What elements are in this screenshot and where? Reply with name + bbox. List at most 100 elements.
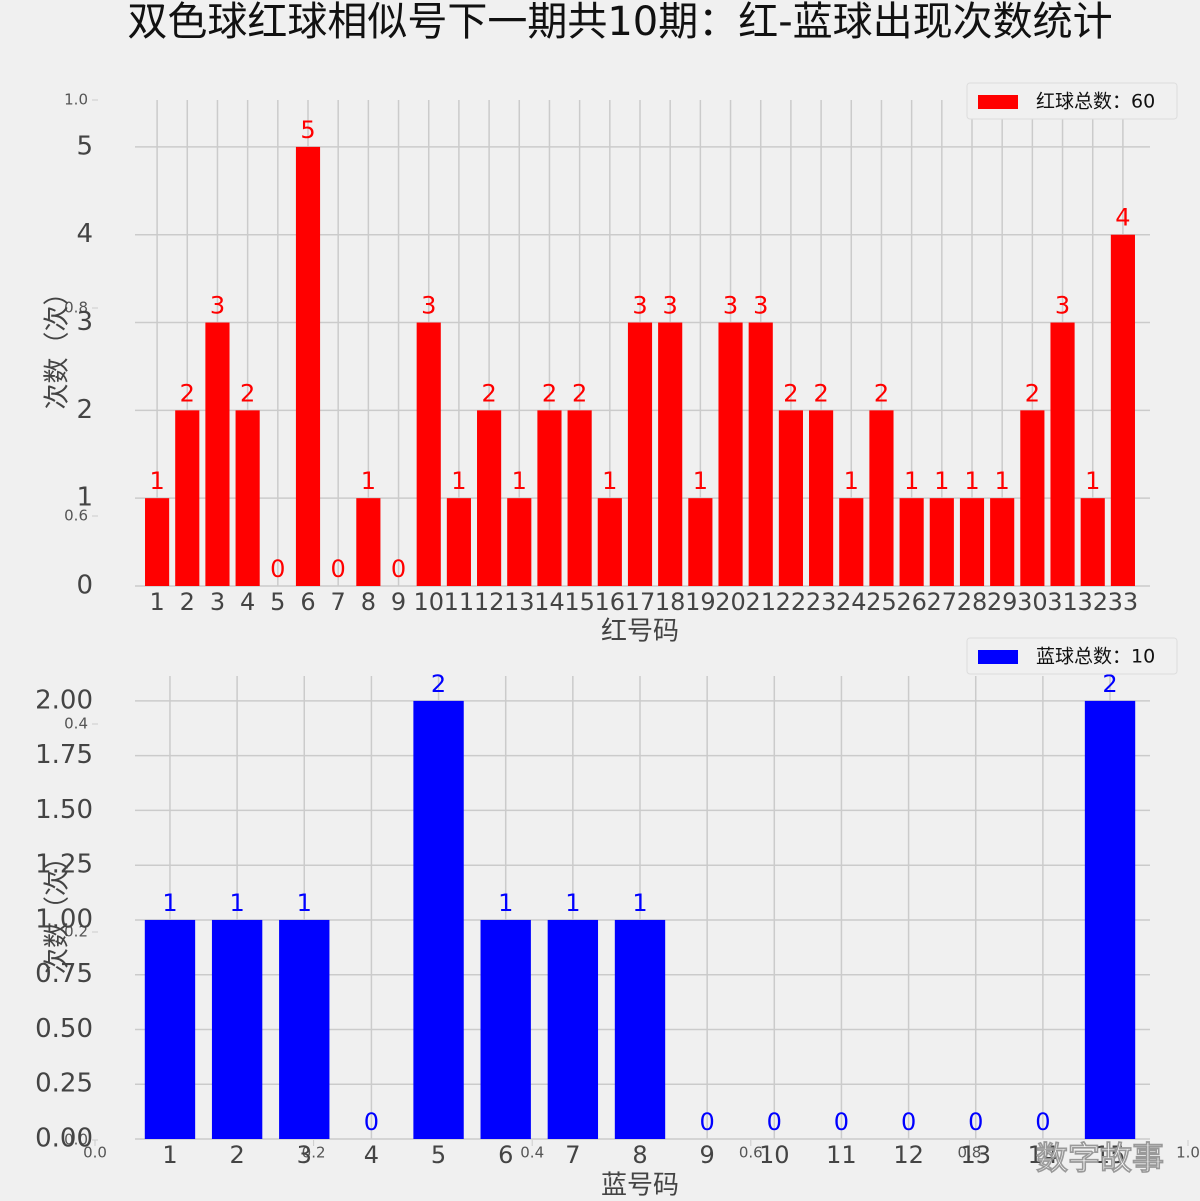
bg-x-tick-label: 0.6 [739, 1144, 763, 1162]
y-tick-label: 0.00 [35, 1124, 93, 1154]
x-tick-label: 21 [745, 588, 776, 616]
bar [480, 919, 531, 1139]
bar [597, 498, 622, 586]
bar [839, 498, 864, 586]
x-tick-label: 19 [685, 588, 716, 616]
y-tick-label: 2.00 [35, 685, 93, 715]
x-tick-label: 8 [632, 1141, 647, 1169]
bar [211, 919, 263, 1139]
x-tick-label: 30 [1017, 588, 1048, 616]
bar [235, 410, 260, 586]
x-tick-label: 32 [1077, 588, 1108, 616]
data-label: 1 [229, 889, 244, 917]
data-label: 0 [1035, 1108, 1050, 1136]
watermark: 数字故事 [1036, 1139, 1164, 1177]
data-label: 1 [162, 889, 177, 917]
x-tick-label: 31 [1047, 588, 1078, 616]
data-label: 1 [297, 889, 312, 917]
bar [507, 498, 532, 586]
bar [416, 322, 441, 586]
y-axis-label: 次数（次） [43, 844, 73, 974]
bar [295, 146, 321, 586]
x-tick-label: 9 [700, 1141, 715, 1169]
legend-label: 蓝球总数：10 [1036, 646, 1155, 668]
data-label: 2 [1025, 379, 1040, 407]
bg-y-tick-label: 1.0 [64, 91, 88, 109]
x-tick-label: 11 [444, 588, 475, 616]
data-label: 3 [663, 292, 678, 320]
data-label: 2 [180, 379, 195, 407]
data-label: 5 [300, 116, 315, 144]
data-label: 1 [451, 467, 466, 495]
x-axis-label: 蓝号码 [601, 1171, 679, 1201]
bg-y-tick-label: 0.6 [64, 507, 88, 525]
x-tick-label: 8 [361, 588, 376, 616]
bar [413, 700, 464, 1139]
data-label: 1 [904, 467, 919, 495]
bar [1020, 410, 1045, 586]
x-tick-label: 26 [896, 588, 927, 616]
y-tick-label: 1 [76, 483, 93, 513]
y-tick-label: 1.00 [35, 904, 93, 934]
x-tick-label: 7 [565, 1141, 580, 1169]
x-tick-label: 13 [960, 1141, 991, 1169]
x-tick-label: 1 [162, 1141, 177, 1169]
x-tick-label: 2 [229, 1141, 244, 1169]
y-tick-label: 1.25 [35, 850, 93, 880]
x-tick-label: 14 [1028, 1141, 1059, 1169]
x-tick-label: 12 [474, 588, 505, 616]
x-tick-label: 13 [504, 588, 535, 616]
chart-title: 双色球红球相似号下一期共10期：红-蓝球出现次数统计 [127, 0, 1112, 45]
bar [688, 498, 713, 586]
x-tick-label: 28 [957, 588, 988, 616]
bar [1080, 498, 1105, 586]
data-label: 0 [901, 1108, 916, 1136]
bar [718, 322, 743, 586]
x-tick-label: 29 [987, 588, 1018, 616]
data-label: 1 [934, 467, 949, 495]
x-tick-label: 6 [498, 1141, 513, 1169]
data-label: 3 [632, 292, 647, 320]
bar [477, 410, 502, 586]
bar [446, 498, 471, 586]
data-label: 0 [700, 1108, 715, 1136]
bar [547, 919, 599, 1139]
bg-y-tick-label: 0.2 [64, 923, 88, 941]
bar [929, 498, 954, 586]
bar [990, 498, 1015, 586]
x-tick-label: 25 [866, 588, 897, 616]
bar [1110, 234, 1135, 586]
x-tick-label: 1 [149, 588, 164, 616]
x-tick-label: 24 [836, 588, 867, 616]
x-tick-label: 5 [270, 588, 285, 616]
bar [1084, 700, 1136, 1139]
x-tick-label: 22 [776, 588, 807, 616]
x-tick-label: 14 [534, 588, 565, 616]
data-label: 3 [753, 292, 768, 320]
x-tick-label: 4 [240, 588, 255, 616]
data-label: 2 [813, 379, 828, 407]
data-label: 3 [210, 292, 225, 320]
data-label: 1 [565, 889, 580, 917]
bar [627, 322, 653, 586]
y-tick-label: 3 [76, 307, 93, 337]
x-tick-label: 4 [364, 1141, 379, 1169]
x-tick-label: 7 [331, 588, 346, 616]
y-tick-label: 0 [76, 571, 93, 601]
bar [175, 410, 200, 586]
legend-box [966, 82, 1178, 120]
data-label: 1 [995, 467, 1010, 495]
data-label: 0 [834, 1108, 849, 1136]
legend-swatch [978, 650, 1018, 664]
data-label: 3 [421, 292, 436, 320]
bar [567, 410, 592, 586]
bar [809, 410, 834, 586]
x-tick-label: 6 [300, 588, 315, 616]
x-tick-label: 20 [715, 588, 746, 616]
y-axis-label: 次数（次） [43, 279, 73, 409]
y-tick-label: 4 [76, 219, 93, 249]
bar [658, 322, 683, 586]
data-label: 1 [632, 889, 647, 917]
y-tick-label: 1.50 [35, 795, 93, 825]
x-axis-label: 红号码 [601, 617, 679, 647]
